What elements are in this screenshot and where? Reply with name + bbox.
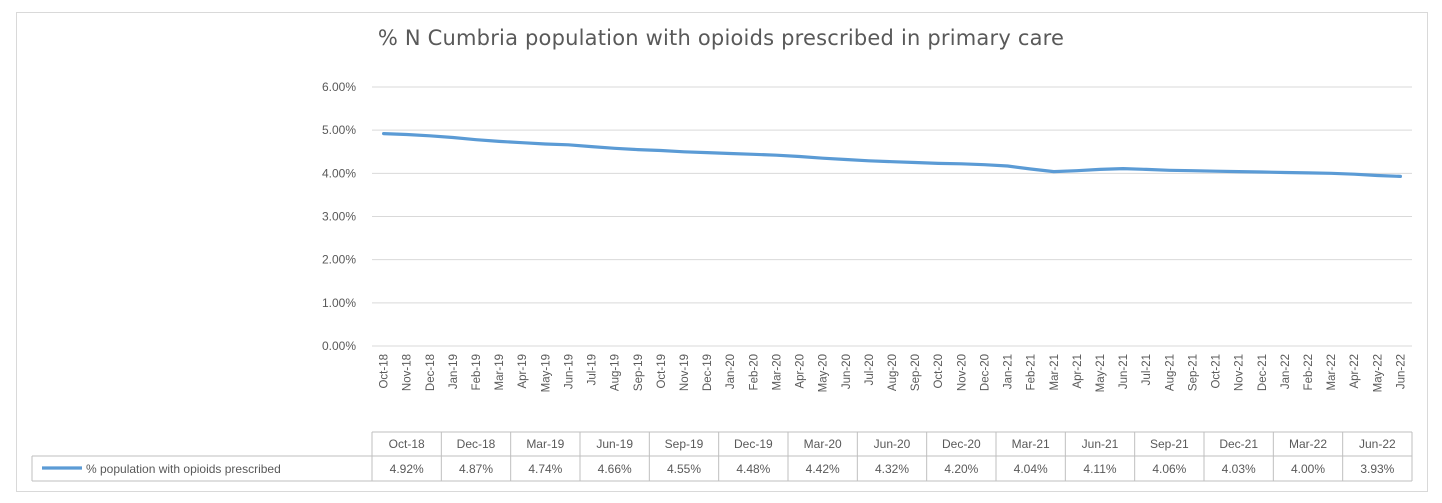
x-tick-label: Jun-22 [1395, 354, 1407, 389]
x-tick-label: Jun-21 [1118, 354, 1130, 389]
table-column-header: Dec-19 [734, 437, 773, 451]
table-cell: 3.93% [1360, 462, 1394, 476]
x-tick-label: Mar-21 [1049, 354, 1061, 390]
y-tick-label: 1.00% [322, 296, 356, 310]
x-tick-label: Dec-19 [702, 354, 714, 391]
x-tick-label: Jul-21 [1141, 354, 1153, 385]
x-tick-label: Nov-21 [1234, 354, 1246, 391]
x-tick-label: Apr-21 [1072, 354, 1084, 389]
table-column-header: Jun-21 [1082, 437, 1119, 451]
table-column-header: Mar-20 [804, 437, 842, 451]
x-tick-label: Apr-22 [1349, 354, 1361, 389]
table-row-label: % population with opioids prescribed [86, 462, 281, 476]
x-tick-label: Dec-21 [1257, 354, 1269, 391]
x-tick-label: Sep-19 [633, 354, 645, 391]
table-cell: 4.74% [528, 462, 562, 476]
table-cell: 4.00% [1291, 462, 1325, 476]
table-cell: 4.87% [459, 462, 493, 476]
y-tick-label: 6.00% [322, 80, 356, 94]
table-column-header: Oct-18 [389, 437, 425, 451]
x-tick-label: Nov-20 [956, 354, 968, 391]
x-tick-label: Mar-20 [771, 354, 783, 390]
table-column-header: Mar-21 [1012, 437, 1050, 451]
table-cell: 4.42% [806, 462, 840, 476]
table-cell: 4.11% [1083, 462, 1116, 476]
table-cell: 4.03% [1222, 462, 1256, 476]
x-tick-label: Jun-19 [563, 354, 575, 389]
x-tick-label: Feb-19 [471, 354, 483, 390]
y-tick-label: 4.00% [322, 166, 356, 180]
table-cell: 4.66% [598, 462, 632, 476]
chart-title: % N Cumbria population with opioids pres… [377, 26, 1065, 50]
x-tick-label: Oct-20 [933, 354, 945, 389]
table-cell: 4.48% [736, 462, 770, 476]
table-column-header: Jun-19 [596, 437, 633, 451]
x-tick-label: Apr-20 [795, 354, 807, 389]
x-tick-label: Feb-21 [1026, 354, 1038, 390]
x-tick-label: Feb-20 [748, 354, 760, 390]
x-tick-label: Nov-19 [679, 354, 691, 391]
x-tick-label: Dec-20 [979, 354, 991, 391]
x-tick-label: Jun-20 [841, 354, 853, 389]
table-column-header: Jun-20 [874, 437, 911, 451]
table-column-header: Mar-19 [526, 437, 564, 451]
x-tick-label: Jan-21 [1003, 354, 1015, 389]
y-tick-label: 5.00% [322, 123, 356, 137]
x-tick-label: Aug-20 [887, 354, 899, 391]
y-tick-label: 0.00% [322, 339, 356, 353]
x-tick-label: Apr-19 [517, 354, 529, 389]
table-cell: 4.55% [667, 462, 701, 476]
x-tick-label: Aug-19 [610, 354, 622, 391]
x-tick-label: Mar-19 [494, 354, 506, 390]
x-tick-label: Jul-19 [587, 354, 599, 385]
table-cell: 4.06% [1152, 462, 1186, 476]
x-tick-label: Aug-21 [1164, 354, 1176, 391]
table-column-header: Dec-20 [942, 437, 981, 451]
x-tick-label: Jan-20 [725, 354, 737, 389]
chart-area [16, 12, 1428, 492]
table-cell: 4.04% [1014, 462, 1048, 476]
x-tick-label: May-22 [1372, 354, 1384, 392]
series-line [382, 132, 1403, 178]
x-tick-label: May-21 [1095, 354, 1107, 392]
table-column-header: Jun-22 [1359, 437, 1396, 451]
table-column-header: Sep-21 [1150, 437, 1189, 451]
y-tick-label: 3.00% [322, 210, 356, 224]
x-tick-label: Jul-20 [864, 354, 876, 385]
x-tick-label: Mar-22 [1326, 354, 1338, 390]
x-tick-label: Jan-22 [1280, 354, 1292, 389]
x-tick-label: Jan-19 [448, 354, 460, 389]
x-tick-label: Feb-22 [1303, 354, 1315, 390]
table-cell: 4.32% [875, 462, 909, 476]
x-tick-label: Oct-18 [379, 354, 391, 389]
x-tick-label: Oct-21 [1211, 354, 1223, 389]
x-tick-label: Oct-19 [656, 354, 668, 389]
x-tick-label: Nov-18 [402, 354, 414, 391]
x-tick-label: Sep-20 [910, 354, 922, 391]
x-tick-label: Sep-21 [1187, 354, 1199, 391]
y-tick-label: 2.00% [322, 253, 356, 267]
table-column-header: Dec-21 [1219, 437, 1258, 451]
x-tick-label: Dec-18 [425, 354, 437, 391]
table-cell: 4.20% [944, 462, 978, 476]
table-cell: 4.92% [390, 462, 424, 476]
table-column-header: Mar-22 [1289, 437, 1327, 451]
x-tick-label: May-20 [818, 354, 830, 392]
table-column-header: Sep-19 [665, 437, 704, 451]
table-column-header: Dec-18 [457, 437, 496, 451]
x-tick-label: May-19 [540, 354, 552, 392]
